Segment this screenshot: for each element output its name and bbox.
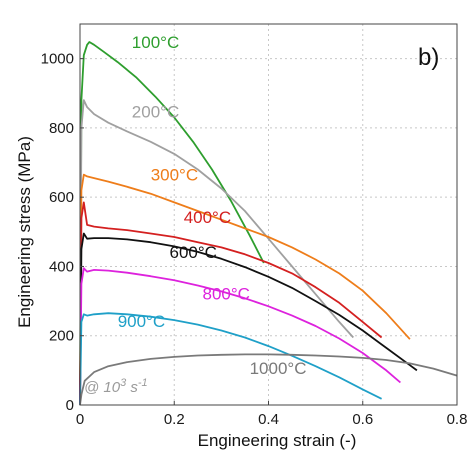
rate-note-prefix: @ 10 xyxy=(84,379,121,396)
series-lines xyxy=(79,41,458,406)
series-label-600c: 600°C xyxy=(170,243,217,262)
series-label-400c: 400°C xyxy=(184,208,231,227)
series-line-1000c xyxy=(79,353,458,406)
y-tick-label: 200 xyxy=(49,328,74,345)
y-tick-label: 1000 xyxy=(41,51,74,68)
series-line-900c xyxy=(79,312,383,406)
series-labels: 100°C 200°C 300°C 400°C 600°C 800°C 900°C 1000°… xyxy=(118,33,307,378)
y-tick-label: 800 xyxy=(49,120,74,137)
x-tick-label: 0.8 xyxy=(447,411,468,428)
x-tick-label: 0 xyxy=(76,411,84,428)
series-label-100c: 100°C xyxy=(132,33,179,52)
series-label-800c: 800°C xyxy=(203,284,250,303)
series-line-400c xyxy=(79,201,383,406)
x-tick-label: 0.6 xyxy=(352,411,373,428)
series-line-800c xyxy=(79,267,401,406)
series-label-300c: 300°C xyxy=(151,166,198,185)
y-tick-label: 400 xyxy=(49,258,74,275)
rate-note-unit: s xyxy=(126,379,138,396)
series-line-200c xyxy=(79,99,354,406)
x-tick-label: 0.4 xyxy=(258,411,279,428)
rate-note-exponent: 3 xyxy=(120,377,127,389)
x-axis-title: Engineering strain (-) xyxy=(198,431,357,450)
y-tick-label: 600 xyxy=(49,189,74,206)
y-axis-title: Engineering stress (MPa) xyxy=(15,136,34,328)
series-label-900c: 900°C xyxy=(118,312,165,331)
panel-label: b) xyxy=(418,44,439,71)
grid xyxy=(80,24,457,405)
rate-note-exponent2: -1 xyxy=(138,377,148,389)
y-tick-label: 0 xyxy=(66,397,74,414)
series-line-600c xyxy=(79,232,418,406)
series-line-100c xyxy=(79,41,265,406)
series-label-200c: 200°C xyxy=(132,103,179,122)
series-label-1000c: 1000°C xyxy=(250,359,307,378)
series-line-300c xyxy=(79,173,411,406)
x-tick-label: 0.2 xyxy=(164,411,185,428)
axis-ticks: 0 0.2 0.4 0.6 0.8 0 200 400 600 800 1000 xyxy=(41,51,468,428)
strain-rate-note: @ 103 s-1 xyxy=(84,377,148,396)
